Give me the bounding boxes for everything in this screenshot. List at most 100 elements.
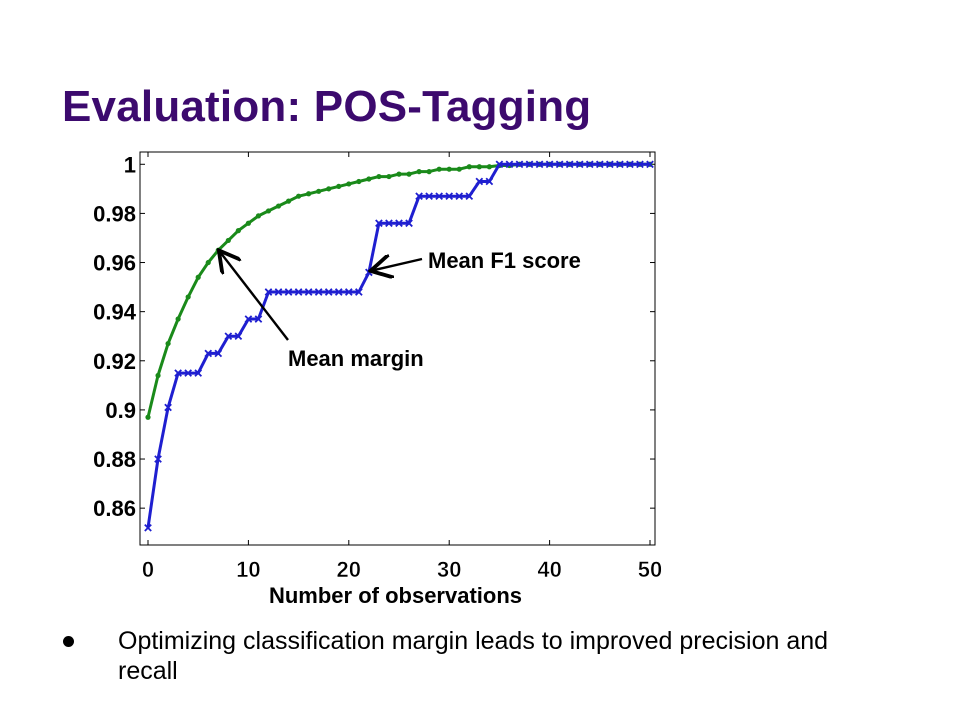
f1-point-stroke (585, 160, 594, 169)
f1-point-stroke (636, 160, 644, 169)
f1-point (344, 288, 353, 296)
f1-point (565, 160, 574, 169)
f1-point-stroke (234, 332, 243, 341)
f1-point (164, 403, 172, 412)
f1-point (355, 288, 363, 296)
margin-point (346, 181, 352, 187)
f1-point (244, 315, 253, 323)
margin-point (175, 316, 181, 322)
f1-point (264, 288, 273, 296)
f1-point-stroke (395, 219, 403, 228)
f1-point (395, 219, 403, 228)
f1-point-stroke (565, 160, 574, 169)
axes: 0 10 20 30 40 50 0.86 0.88 0.9 0.92 0.94 0.96 0.98 1 N… (93, 152, 662, 608)
f1-point (144, 523, 152, 532)
page-title: Evaluation: POS-Tagging (62, 82, 592, 131)
x-axis-label: Number of observations (269, 583, 522, 608)
f1-point-stroke (465, 192, 474, 201)
f1-point-stroke (405, 219, 413, 228)
x-tick-label: 0 (142, 557, 154, 582)
f1-point (515, 160, 524, 169)
f1-annotation-label: Mean F1 score (428, 248, 581, 273)
margin-point (386, 173, 392, 180)
f1-point-stroke (595, 160, 604, 169)
f1-point (184, 369, 192, 377)
f1-point-stroke (274, 288, 283, 296)
f1-point (495, 160, 504, 169)
f1-point-stroke (455, 192, 464, 201)
f1-point-stroke (415, 192, 423, 201)
f1-point-stroke (194, 369, 203, 377)
f1-point (626, 160, 634, 169)
f1-point (214, 349, 223, 358)
margin-point (366, 176, 372, 182)
margin-point (326, 186, 332, 192)
margin-point (356, 178, 362, 185)
margin-point (285, 198, 292, 204)
f1-point-stroke (334, 288, 343, 296)
f1-point (194, 369, 203, 377)
f1-point-stroke (314, 288, 323, 296)
y-tick-label: 0.96 (93, 251, 136, 276)
f1-point (204, 349, 213, 358)
f1-point (535, 160, 544, 169)
margin-point (185, 294, 191, 300)
f1-point-stroke (244, 315, 253, 323)
f1-point (284, 288, 293, 296)
f1-point (304, 288, 313, 296)
annotations: Mean F1 score Mean margin (220, 248, 581, 371)
f1-point-stroke (144, 523, 152, 532)
f1-point (324, 288, 333, 296)
f1-point-stroke (425, 192, 433, 201)
bullet-dot-icon (63, 636, 74, 647)
f1-point (585, 160, 594, 169)
margin-point (426, 169, 432, 175)
f1-point-stroke (495, 160, 504, 169)
margin-point (456, 166, 462, 172)
f1-point-stroke (294, 288, 303, 296)
margin-point (466, 164, 472, 170)
f1-point-stroke (475, 177, 484, 186)
f1-point-stroke (515, 160, 524, 169)
y-tick-label: 0.94 (93, 300, 137, 325)
margin-point (476, 164, 482, 170)
f1-point-stroke (164, 403, 172, 412)
bullet-point: Optimizing classification margin leads t… (118, 627, 829, 685)
margin-point (225, 237, 231, 244)
f1-point-stroke (385, 219, 393, 228)
f1-point (154, 455, 162, 463)
f1-point-stroke (284, 288, 293, 296)
margin-point (155, 372, 161, 379)
f1-point (425, 192, 433, 201)
margin-point (376, 173, 382, 180)
f1-point-stroke (435, 192, 443, 201)
margin-point (235, 228, 241, 234)
f1-point-stroke (525, 160, 534, 169)
x-tick-label: 20 (337, 557, 361, 582)
f1-point-stroke (545, 160, 554, 169)
f1-point-stroke (445, 192, 454, 201)
y-tick-label: 0.92 (93, 349, 136, 374)
f1-point-stroke (344, 288, 353, 296)
f1-annotation-arrow (373, 259, 423, 270)
margin-point (275, 203, 282, 209)
series-layer (144, 160, 654, 532)
margin-point (165, 340, 171, 347)
f1-point (485, 177, 494, 186)
margin-point (296, 193, 302, 199)
margin-point (255, 213, 262, 219)
f1-point-stroke (154, 455, 162, 463)
y-tick-label: 0.88 (93, 447, 136, 472)
x-tick-label: 50 (638, 557, 662, 582)
y-tick-label: 0.98 (93, 201, 136, 226)
margin-point (436, 166, 442, 172)
y-tick-label: 1 (124, 152, 136, 177)
f1-point (224, 332, 233, 341)
f1-point (525, 160, 534, 169)
margin-point (145, 414, 151, 420)
margin-point (316, 188, 322, 194)
f1-point-stroke (575, 160, 584, 169)
margin-point (245, 220, 251, 226)
f1-point-stroke (375, 219, 383, 228)
f1-point (254, 315, 263, 323)
